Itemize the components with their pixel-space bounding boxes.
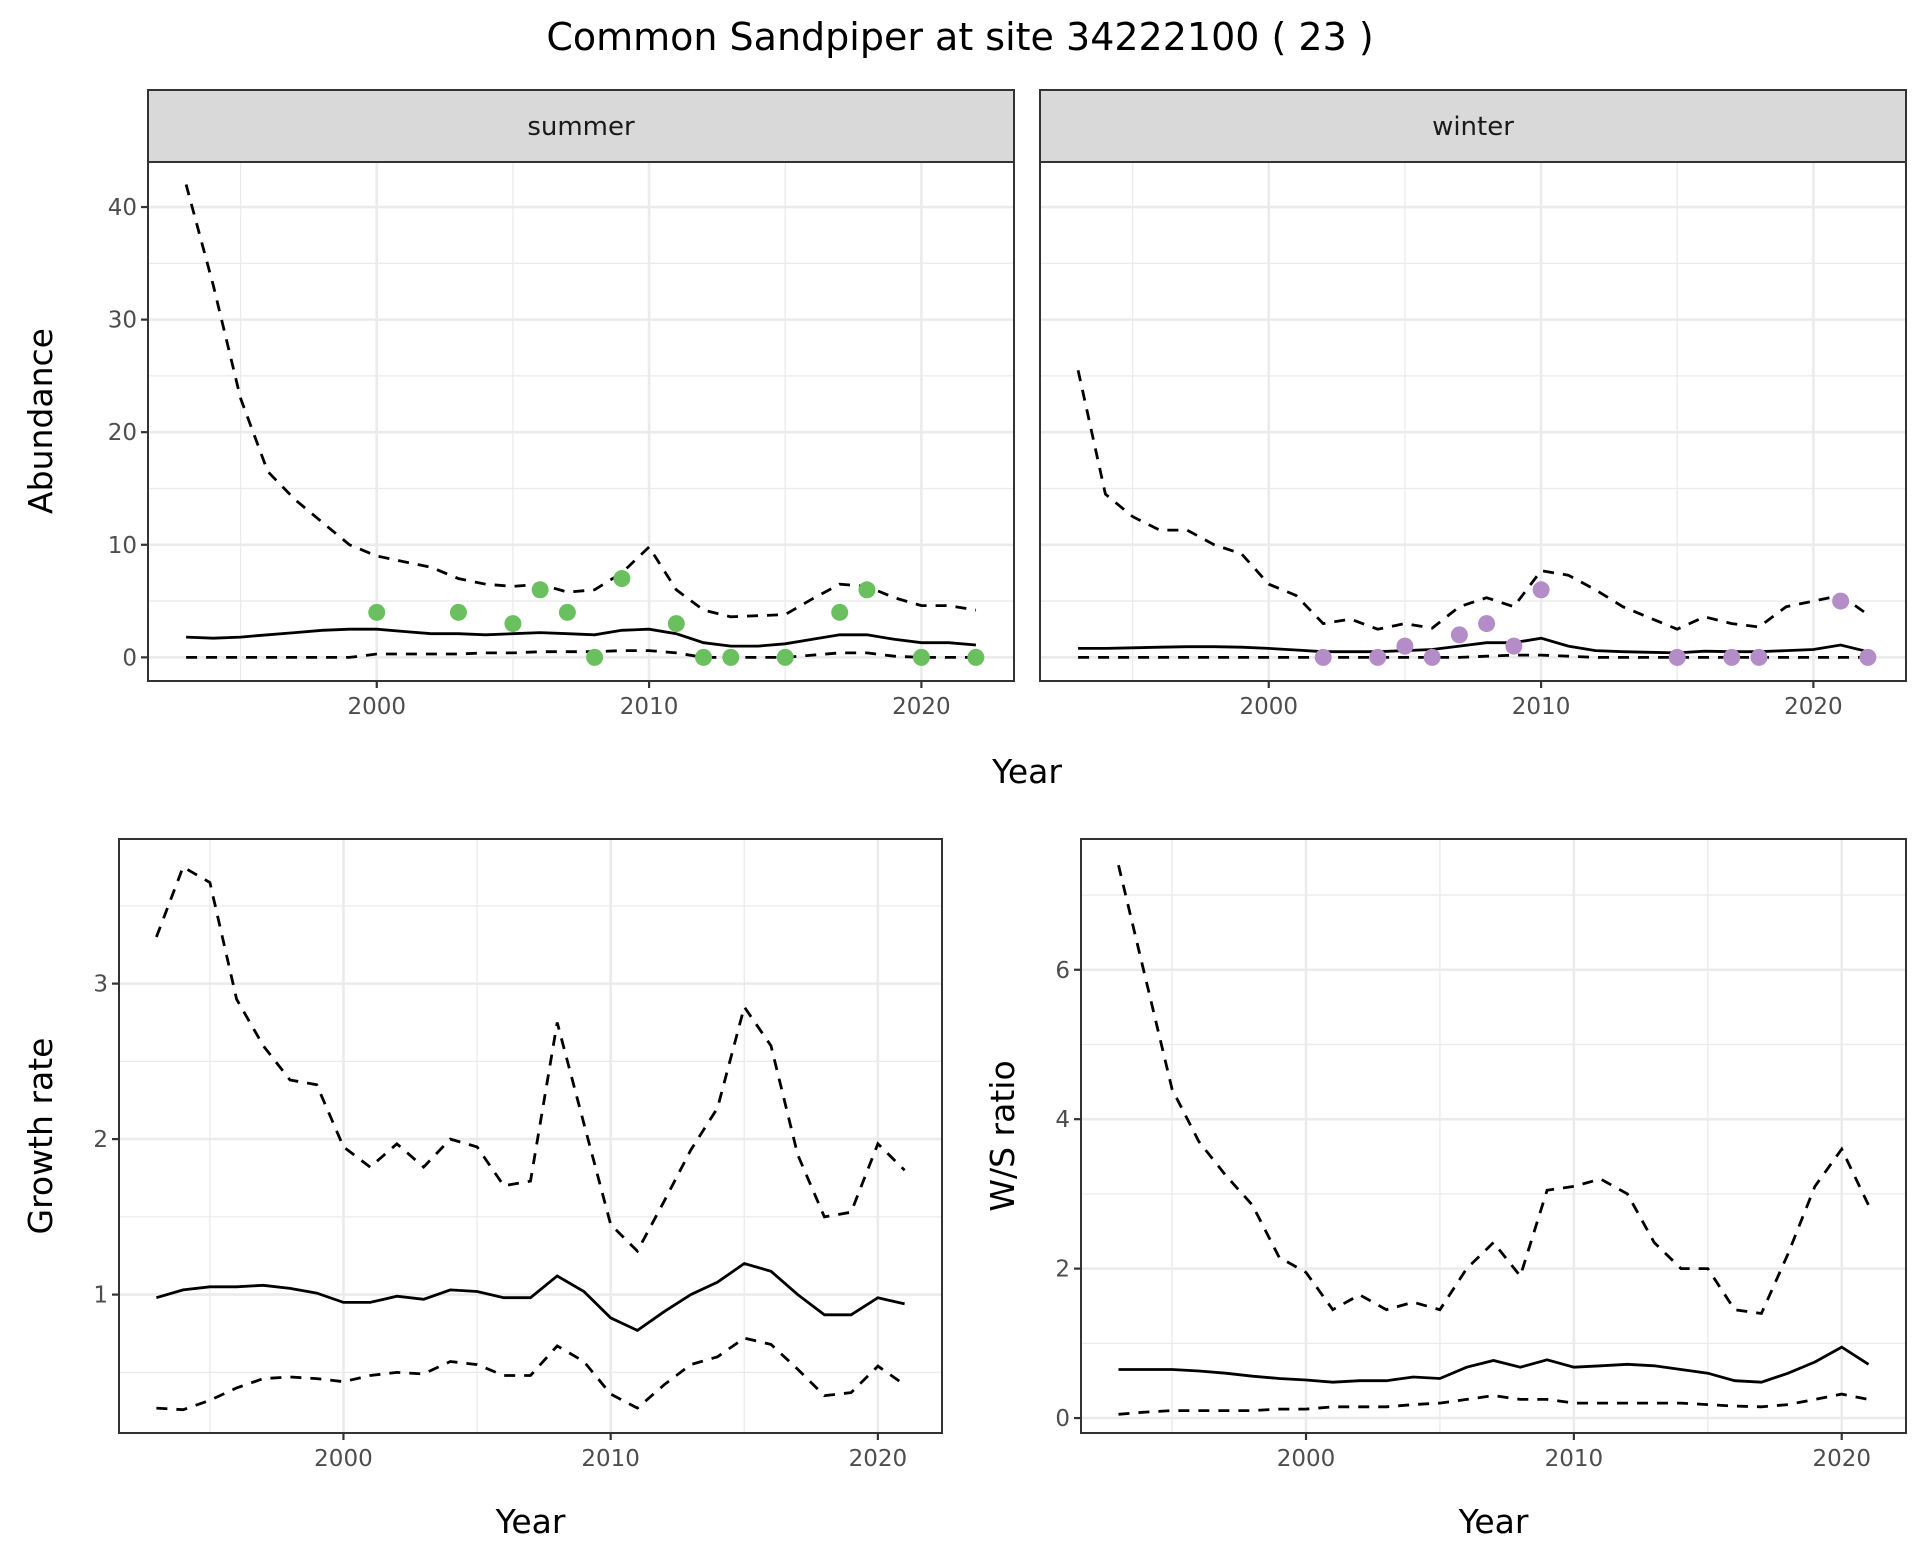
observed-count-point — [776, 648, 794, 666]
y-axis-title: Abundance — [21, 328, 60, 514]
observed-count-point — [368, 603, 386, 621]
x-tick-label: 2010 — [581, 1446, 640, 1472]
upper-bound-line — [184, 184, 977, 619]
observed-count-point — [449, 603, 467, 621]
upper-bound-line — [1117, 864, 1870, 1316]
observed-count-point — [1532, 581, 1550, 599]
observed-count-point — [667, 615, 685, 633]
figure-title: Common Sandpiper at site 34222100 ( 23 ) — [546, 15, 1373, 59]
x-axis-title: Year — [1458, 1502, 1529, 1541]
facet-label: summer — [527, 112, 635, 142]
x-tick-label: 2020 — [892, 694, 951, 720]
observed-count-point — [1314, 648, 1332, 666]
x-tick-label: 2020 — [849, 1446, 908, 1472]
observed-count-point — [1478, 615, 1496, 633]
observed-count-point — [558, 603, 576, 621]
x-tick-label: 2010 — [1512, 694, 1571, 720]
x-tick-label: 2010 — [1545, 1446, 1604, 1472]
y-tick-label: 30 — [108, 308, 137, 334]
panel-w-s-ratio: 0 2 4 6 2000 2010 2020 W/S ratio Year — [983, 838, 1907, 1541]
x-tick-label: 2020 — [1784, 694, 1843, 720]
facet-strip — [147, 89, 1015, 163]
observed-count-point — [1723, 648, 1741, 666]
panel-summer: 0 10 20 30 40 2000 2010 2020 summer Abundance — [21, 89, 1015, 720]
median-line — [1118, 1345, 1870, 1384]
facet-strip — [1039, 89, 1907, 163]
y-tick-label: 0 — [1055, 1406, 1070, 1432]
observed-count-point — [1396, 637, 1414, 655]
observed-count-point — [858, 581, 876, 599]
y-tick-label: 2 — [93, 1127, 108, 1153]
y-axis-title: Growth rate — [21, 1038, 60, 1235]
observed-count-point — [1859, 648, 1877, 666]
observed-count-point — [1423, 648, 1441, 666]
x-tick-label: 2000 — [1277, 1446, 1336, 1472]
observed-count-point — [1668, 648, 1686, 666]
x-tick-label: 2000 — [1239, 694, 1298, 720]
panel-border — [1080, 838, 1907, 1434]
observed-count-point — [722, 648, 740, 666]
observed-count-point — [1750, 648, 1768, 666]
observed-count-point — [1369, 648, 1387, 666]
lower-bound-line — [156, 1336, 906, 1412]
y-tick-label: 10 — [108, 533, 137, 559]
upper-bound-line — [1076, 369, 1869, 631]
median-line — [156, 1261, 905, 1333]
x-tick-label: 2010 — [620, 694, 679, 720]
panel-growth-rate: 1 2 3 2000 2010 2020 Growth rate Year — [21, 838, 943, 1541]
x-tick-label: 2000 — [314, 1446, 373, 1472]
y-axis-title: W/S ratio — [983, 1060, 1022, 1211]
x-tick-label: 2020 — [1812, 1446, 1871, 1472]
y-tick-label: 40 — [108, 195, 137, 221]
observed-count-point — [912, 648, 930, 666]
y-tick-label: 1 — [93, 1283, 108, 1309]
observed-count-point — [613, 570, 631, 588]
observed-count-point — [695, 648, 713, 666]
upper-bound-line — [155, 864, 906, 1254]
lower-bound-line — [1118, 1392, 1869, 1416]
panel-border — [118, 838, 943, 1434]
y-tick-label: 4 — [1055, 1107, 1070, 1133]
observed-count-point — [1505, 637, 1523, 655]
facet-label: winter — [1432, 112, 1514, 142]
observed-count-point — [1832, 592, 1850, 610]
observed-count-point — [967, 648, 985, 666]
y-tick-label: 2 — [1055, 1257, 1070, 1283]
observed-count-point — [531, 581, 549, 599]
y-tick-label: 0 — [122, 645, 137, 671]
y-tick-label: 20 — [108, 420, 137, 446]
observed-count-point — [831, 603, 849, 621]
observed-count-point — [586, 648, 604, 666]
observed-count-point — [504, 615, 522, 633]
panel-border — [147, 161, 1015, 682]
x-tick-label: 2000 — [347, 694, 406, 720]
observed-count-point — [1450, 626, 1468, 644]
median-line — [186, 627, 977, 648]
y-tick-label: 6 — [1055, 958, 1070, 984]
x-axis-title: Year — [991, 752, 1062, 791]
median-line — [1078, 636, 1869, 655]
panel-winter: 2000 2010 2020 winter — [1039, 89, 1907, 720]
x-axis-title: Year — [495, 1502, 566, 1541]
y-tick-label: 3 — [93, 972, 108, 998]
